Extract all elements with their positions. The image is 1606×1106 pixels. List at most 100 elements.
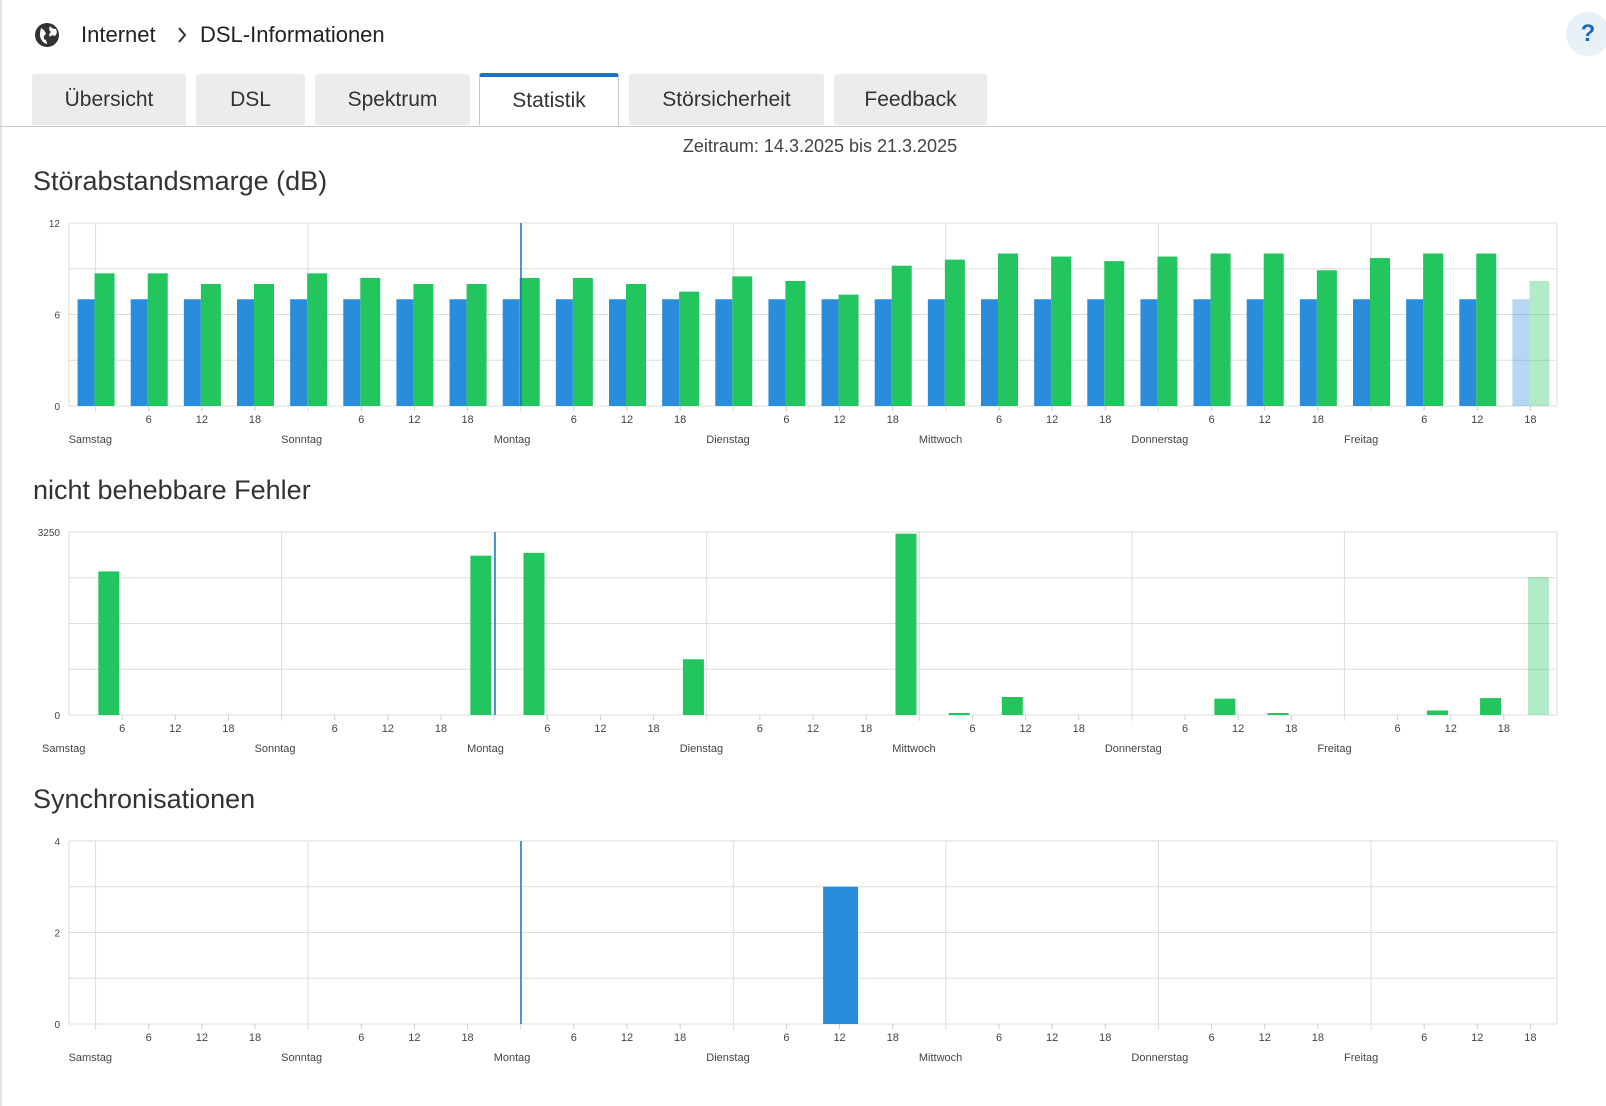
hour-label: 6 xyxy=(1209,1032,1215,1044)
hour-label: 12 xyxy=(621,414,633,426)
hour-label: 6 xyxy=(1182,723,1188,735)
tab-uebersicht[interactable]: Übersicht xyxy=(32,74,186,125)
hour-label: 18 xyxy=(674,1032,686,1044)
bar-downstream xyxy=(1406,299,1424,406)
hour-label: 18 xyxy=(1099,1032,1111,1044)
hour-label: 12 xyxy=(1445,723,1457,735)
hour-label: 6 xyxy=(146,414,152,426)
tab-feedback[interactable]: Feedback xyxy=(834,74,987,125)
bar-upstream xyxy=(572,277,593,406)
bar-upstream xyxy=(466,284,487,406)
bar-upstream xyxy=(200,284,221,406)
hour-label: 12 xyxy=(1259,414,1271,426)
bar-upstream xyxy=(1104,261,1125,406)
bar-upstream xyxy=(944,259,965,406)
bar-upstream xyxy=(1529,280,1550,406)
bar-upstream xyxy=(1210,253,1231,406)
hour-label: 12 xyxy=(1046,414,1058,426)
bar-errors xyxy=(523,552,545,715)
hour-label: 12 xyxy=(1259,1032,1271,1044)
tab-statistik[interactable]: Statistik xyxy=(479,73,619,126)
bar-downstream xyxy=(1459,299,1477,406)
bar-upstream xyxy=(1051,256,1072,406)
day-label: Dienstag xyxy=(706,1052,749,1064)
hour-label: 18 xyxy=(887,414,899,426)
day-label: Dienstag xyxy=(680,743,723,755)
hour-label: 18 xyxy=(860,723,872,735)
day-label: Samstag xyxy=(42,743,85,755)
bar-upstream xyxy=(360,277,381,406)
bar-downstream xyxy=(555,299,573,406)
bar-errors xyxy=(682,659,704,715)
hour-label: 18 xyxy=(249,414,261,426)
bar-upstream xyxy=(1157,256,1178,406)
tab-bar: Übersicht DSL Spektrum Statistik Störsic… xyxy=(0,73,1606,127)
hour-label: 6 xyxy=(1421,1032,1427,1044)
hour-label: 18 xyxy=(887,1032,899,1044)
day-label: Donnerstag xyxy=(1131,1052,1188,1064)
bar-errors xyxy=(948,713,970,715)
hour-label: 6 xyxy=(571,414,577,426)
hour-label: 6 xyxy=(996,414,1002,426)
bar-downstream xyxy=(1353,299,1370,406)
hour-label: 12 xyxy=(1046,1032,1058,1044)
tab-stoersicherheit[interactable]: Störsicherheit xyxy=(629,74,824,125)
bar-downstream xyxy=(77,299,95,406)
hour-label: 12 xyxy=(1232,723,1244,735)
hour-label: 18 xyxy=(1285,723,1297,735)
bar-downstream xyxy=(715,299,733,406)
bar-downstream xyxy=(1246,299,1264,406)
hour-label: 12 xyxy=(1471,1032,1483,1044)
bar-errors xyxy=(1426,710,1448,715)
hour-label: 6 xyxy=(119,723,125,735)
hour-label: 18 xyxy=(1073,723,1085,735)
bar-downstream xyxy=(1512,299,1530,406)
hour-label: 12 xyxy=(408,1032,420,1044)
sync-chart: 0 2 4 Samstag Sonntag Montag Dienstag Mittwoch D… xyxy=(54,837,1558,1064)
day-label: Mittwoch xyxy=(919,1052,962,1064)
y-tick-label: 0 xyxy=(54,711,60,722)
bar-upstream xyxy=(1263,253,1284,406)
day-label: Samstag xyxy=(69,1052,112,1064)
bar-downstream xyxy=(290,299,308,406)
day-label: Mittwoch xyxy=(892,743,935,755)
day-label: Freitag xyxy=(1344,434,1378,446)
hour-label: 6 xyxy=(1421,414,1427,426)
day-label: Donnerstag xyxy=(1131,434,1188,446)
hour-label: 6 xyxy=(358,414,364,426)
breadcrumb-internet[interactable]: Internet xyxy=(81,22,156,47)
hour-label: 12 xyxy=(196,1032,208,1044)
hour-label: 6 xyxy=(783,414,789,426)
errors-chart: 0 3250 Samstag Sonntag Montag Dienstag Mittwoc… xyxy=(38,528,1558,755)
bar-downstream xyxy=(449,299,467,406)
hour-label: 12 xyxy=(196,414,208,426)
bar-downstream xyxy=(396,299,414,406)
hour-label: 12 xyxy=(382,723,394,735)
top-bar: Internet DSL-Informationen ? xyxy=(0,0,1606,70)
day-label: Samstag xyxy=(69,434,112,446)
day-label: Mittwoch xyxy=(919,434,962,446)
y-tick-label: 0 xyxy=(54,402,60,413)
bar-downstream xyxy=(927,299,945,406)
tab-spektrum[interactable]: Spektrum xyxy=(315,74,470,125)
day-label: Montag xyxy=(494,434,531,446)
bar-upstream xyxy=(307,273,328,406)
bar-downstream xyxy=(1299,299,1317,406)
hour-label: 6 xyxy=(332,723,338,735)
bar-sync xyxy=(823,886,859,1024)
bar-downstream xyxy=(502,299,520,406)
hour-label: 12 xyxy=(833,1032,845,1044)
day-label: Montag xyxy=(467,743,504,755)
bar-errors xyxy=(1001,696,1023,715)
hour-label: 6 xyxy=(1209,414,1215,426)
help-button[interactable]: ? xyxy=(1566,12,1606,56)
bar-errors xyxy=(1267,713,1289,715)
hour-label: 12 xyxy=(807,723,819,735)
hour-label: 6 xyxy=(757,723,763,735)
y-tick-label: 4 xyxy=(54,837,60,848)
left-border xyxy=(0,0,2,1106)
hour-label: 6 xyxy=(996,1032,1002,1044)
hour-label: 18 xyxy=(1524,414,1536,426)
tab-dsl[interactable]: DSL xyxy=(196,74,305,125)
hour-label: 18 xyxy=(435,723,447,735)
